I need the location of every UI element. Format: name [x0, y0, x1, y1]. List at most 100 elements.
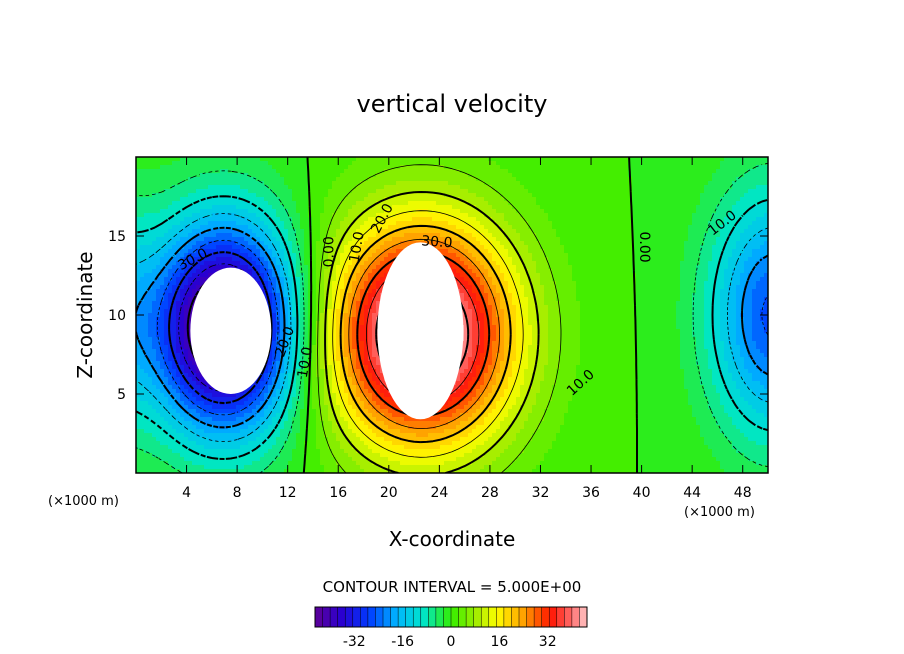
- contour-fill-cell: [204, 253, 209, 258]
- contour-fill-cell: [696, 161, 701, 166]
- contour-fill-cell: [280, 245, 285, 250]
- contour-fill-cell: [720, 245, 725, 250]
- contour-fill-cell: [560, 269, 565, 274]
- contour-fill-cell: [152, 177, 157, 182]
- contour-fill-cell: [420, 217, 425, 222]
- contour-fill-cell: [336, 269, 341, 274]
- contour-fill-cell: [268, 225, 273, 230]
- contour-fill-cell: [300, 261, 305, 266]
- contour-fill-cell: [492, 229, 497, 234]
- contour-fill-cell: [244, 185, 249, 190]
- contour-fill-cell: [564, 237, 569, 242]
- contour-fill-cell: [248, 185, 253, 190]
- contour-fill-cell: [348, 273, 353, 278]
- contour-fill-cell: [492, 177, 497, 182]
- contour-fill-cell: [236, 169, 241, 174]
- contour-fill-cell: [608, 229, 613, 234]
- contour-fill-cell: [288, 193, 293, 198]
- contour-fill-cell: [428, 213, 433, 218]
- contour-fill-cell: [488, 177, 493, 182]
- contour-fill-cell: [432, 205, 437, 210]
- contour-fill-cell: [512, 157, 517, 162]
- contour-fill-cell: [140, 237, 145, 242]
- contour-fill-cell: [564, 217, 569, 222]
- contour-fill-cell: [208, 193, 213, 198]
- contour-fill-cell: [568, 169, 573, 174]
- contour-fill-cell: [676, 169, 681, 174]
- contour-fill-cell: [244, 193, 249, 198]
- contour-fill-cell: [176, 201, 181, 206]
- contour-fill-cell: [364, 225, 369, 230]
- contour-fill-cell: [248, 225, 253, 230]
- contour-fill-cell: [448, 185, 453, 190]
- contour-fill-cell: [252, 217, 257, 222]
- contour-fill-cell: [288, 161, 293, 166]
- contour-fill-cell: [748, 197, 753, 202]
- contour-fill-cell: [308, 177, 313, 182]
- contour-fill-cell: [328, 185, 333, 190]
- contour-fill-cell: [348, 213, 353, 218]
- contour-fill-cell: [456, 225, 461, 230]
- contour-fill-cell: [536, 197, 541, 202]
- contour-fill-cell: [148, 169, 153, 174]
- contour-fill-cell: [160, 205, 165, 210]
- contour-fill-cell: [744, 273, 749, 278]
- contour-fill-cell: [516, 249, 521, 254]
- contour-fill-cell: [324, 253, 329, 258]
- contour-fill-cell: [348, 185, 353, 190]
- contour-fill-cell: [580, 157, 585, 162]
- contour-fill-cell: [300, 205, 305, 210]
- contour-fill-cell: [380, 257, 385, 262]
- contour-fill-cell: [376, 281, 381, 286]
- contour-fill-cell: [136, 189, 141, 194]
- contour-fill-cell: [408, 217, 413, 222]
- contour-fill-cell: [356, 237, 361, 242]
- contour-fill-cell: [244, 213, 249, 218]
- contour-fill-cell: [568, 277, 573, 282]
- contour-fill-cell: [260, 197, 265, 202]
- contour-fill-cell: [288, 237, 293, 242]
- contour-fill-cell: [200, 165, 205, 170]
- contour-fill-cell: [584, 221, 589, 226]
- contour-fill-cell: [460, 205, 465, 210]
- contour-fill-cell: [576, 209, 581, 214]
- contour-fill-cell: [704, 165, 709, 170]
- contour-fill-cell: [716, 189, 721, 194]
- contour-fill-cell: [676, 225, 681, 230]
- contour-fill-cell: [348, 205, 353, 210]
- contour-fill-cell: [424, 197, 429, 202]
- contour-fill-cell: [360, 277, 365, 282]
- contour-fill-cell: [324, 197, 329, 202]
- contour-fill-cell: [512, 189, 517, 194]
- contour-fill-cell: [556, 189, 561, 194]
- contour-fill-cell: [476, 209, 481, 214]
- contour-fill-cell: [636, 213, 641, 218]
- contour-fill-cell: [200, 233, 205, 238]
- contour-fill-cell: [392, 217, 397, 222]
- contour-fill-cell: [584, 229, 589, 234]
- contour-fill-cell: [356, 177, 361, 182]
- contour-fill-cell: [524, 157, 529, 162]
- contour-fill-cell: [168, 177, 173, 182]
- contour-fill-cell: [148, 193, 153, 198]
- contour-fill-cell: [200, 269, 205, 274]
- contour-fill-cell: [264, 209, 269, 214]
- contour-fill-cell: [168, 173, 173, 178]
- contour-fill-cell: [548, 213, 553, 218]
- contour-fill-cell: [744, 161, 749, 166]
- contour-fill-cell: [328, 225, 333, 230]
- contour-fill-cell: [728, 277, 733, 282]
- contour-fill-cell: [348, 209, 353, 214]
- contour-fill-cell: [580, 253, 585, 258]
- contour-fill-cell: [476, 273, 481, 278]
- contour-fill-cell: [504, 201, 509, 206]
- contour-fill-cell: [688, 209, 693, 214]
- contour-fill-cell: [324, 265, 329, 270]
- contour-fill-cell: [640, 273, 645, 278]
- contour-fill-cell: [756, 181, 761, 186]
- contour-fill-cell: [340, 221, 345, 226]
- contour-fill-cell: [340, 201, 345, 206]
- contour-fill-cell: [232, 209, 237, 214]
- contour-fill-cell: [592, 253, 597, 258]
- contour-fill-cell: [608, 241, 613, 246]
